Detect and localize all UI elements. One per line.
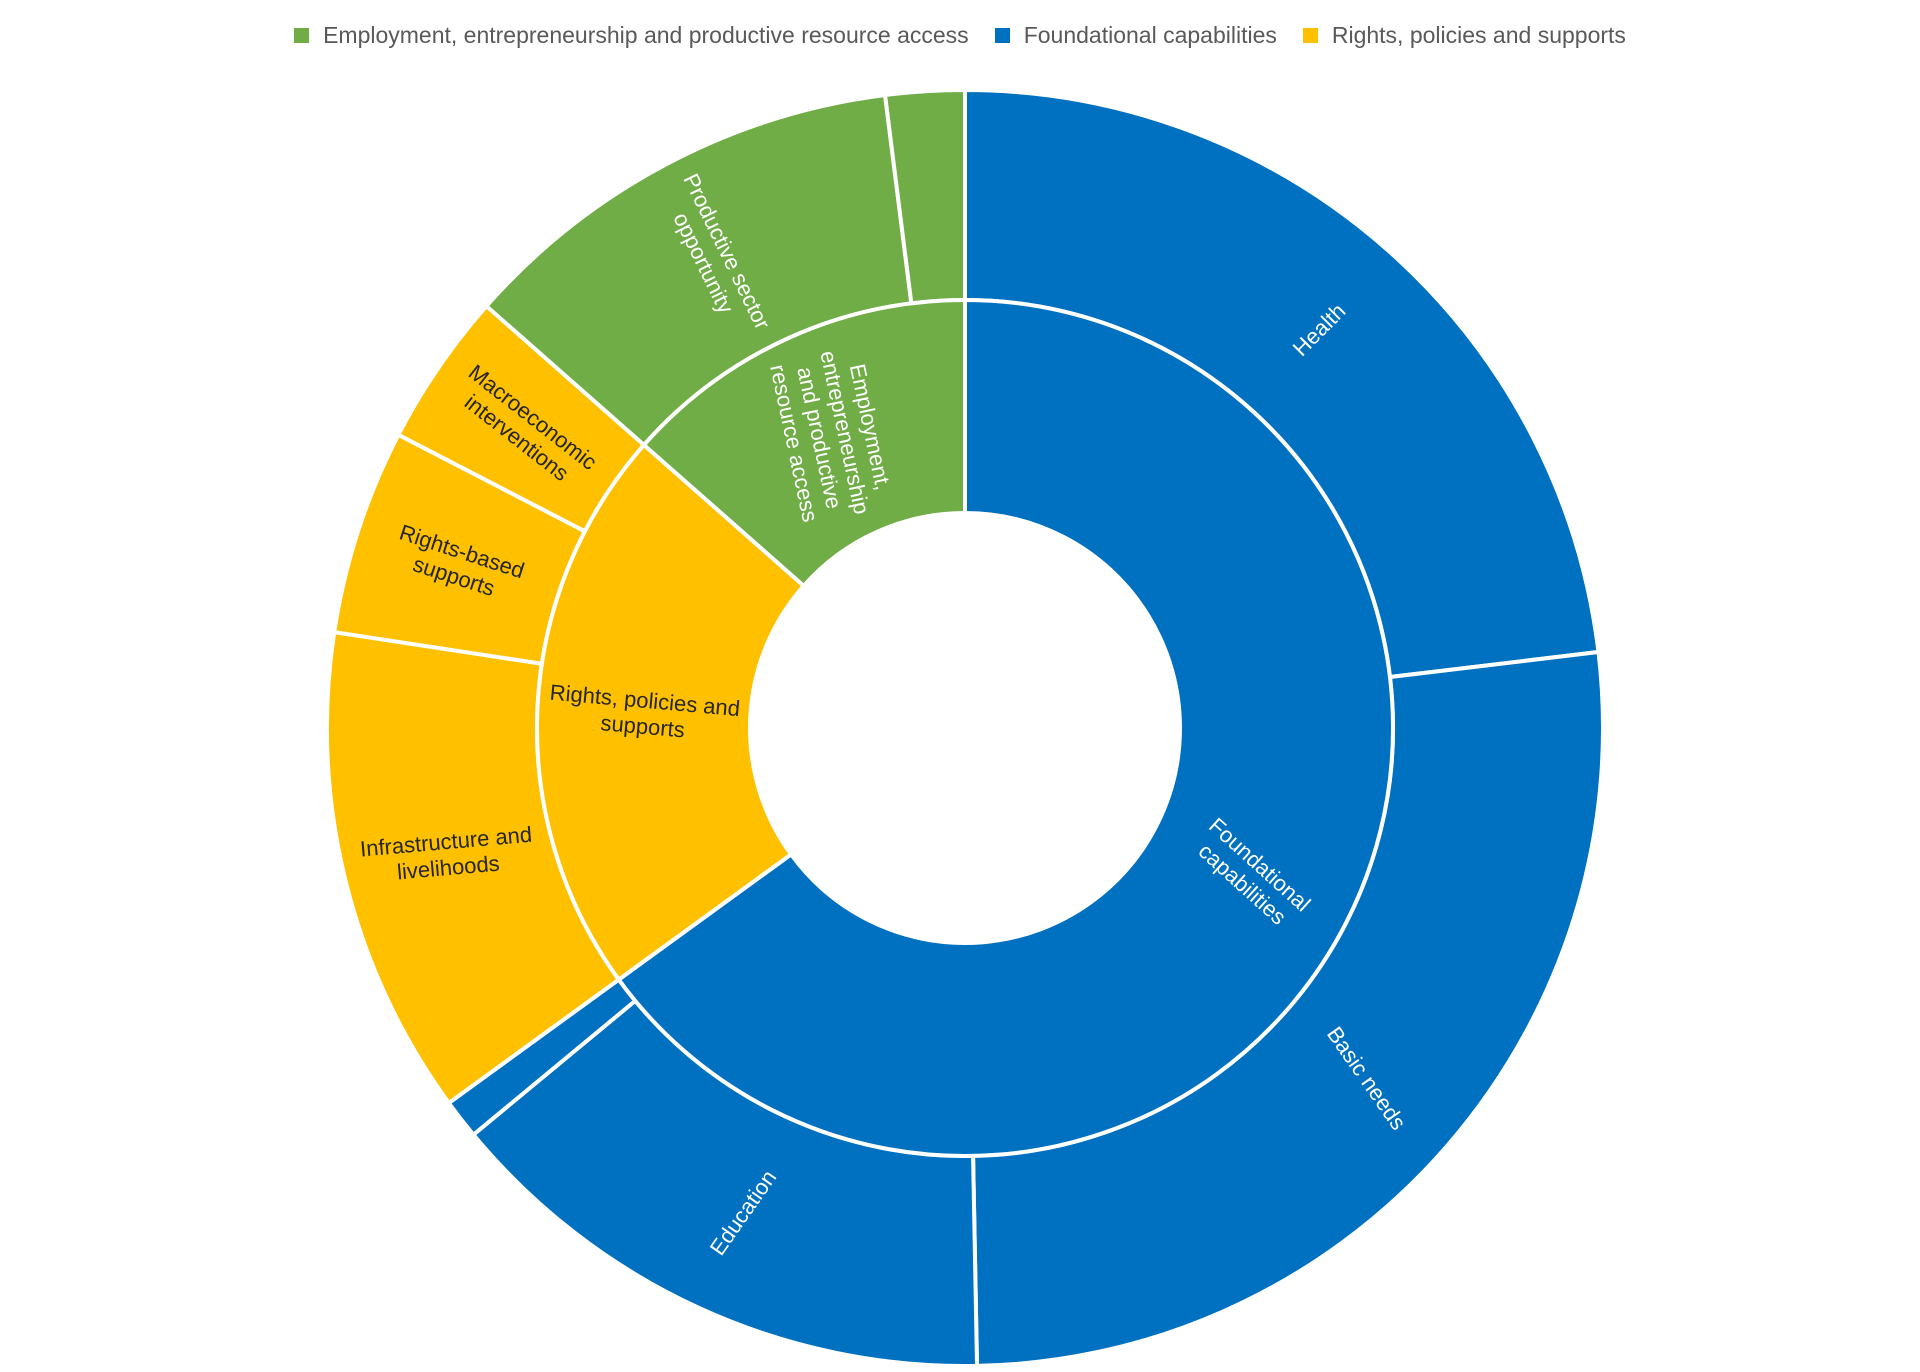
- chart-legend: Employment, entrepreneurship and product…: [0, 22, 1920, 49]
- legend-label: Foundational capabilities: [1023, 22, 1277, 48]
- legend-item: Rights, policies and supports: [1302, 22, 1626, 49]
- inner-segment-employment-entrepreneurship-and-productive-resource-access: [641, 297, 967, 589]
- legend-swatch: [994, 28, 1010, 43]
- inner-segment-foundational-capabilities: [615, 297, 1395, 1158]
- legend-item: Foundational capabilities: [994, 22, 1277, 49]
- legend-swatch: [294, 28, 310, 43]
- legend-swatch: [1302, 28, 1318, 43]
- inner-segment-rights-policies-and-supports: [535, 442, 807, 983]
- legend-label: Employment, entrepreneurship and product…: [323, 22, 969, 48]
- legend-item: Employment, entrepreneurship and product…: [294, 22, 969, 49]
- legend-label: Rights, policies and supports: [1331, 22, 1626, 48]
